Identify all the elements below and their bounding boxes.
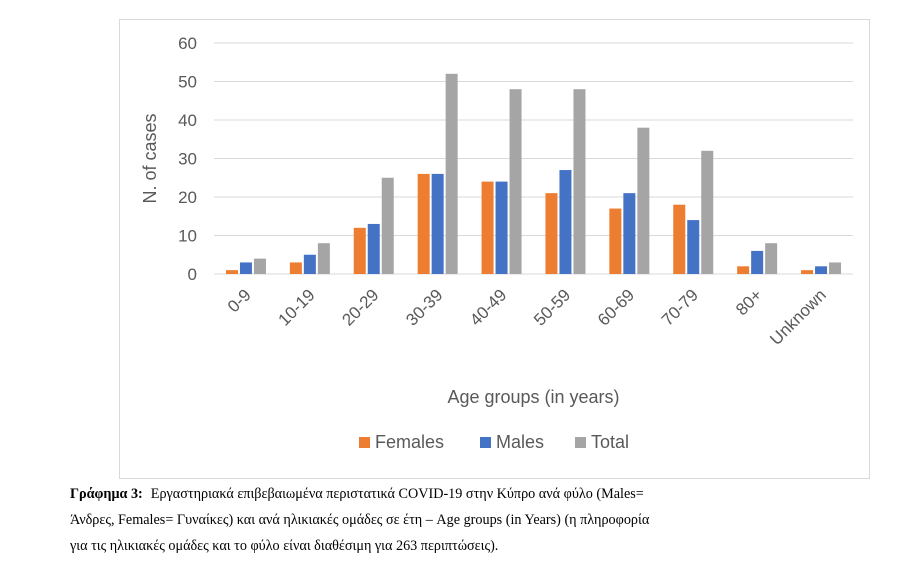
bar-females-10-19: [289, 262, 302, 274]
x-axis-title: Age groups (in years): [447, 387, 619, 407]
bar-males-60-69: [623, 193, 636, 274]
x-tick-label-80+: 80+: [732, 285, 766, 319]
x-tick-label-70-79: 70-79: [658, 285, 702, 329]
x-tick-label-10-19: 10-19: [274, 285, 318, 329]
y-tick-label-50: 50: [178, 73, 197, 92]
bar-females-0-9: [225, 270, 238, 274]
y-tick-label-20: 20: [178, 188, 197, 207]
bar-females-40-49: [481, 181, 494, 274]
bar-total-20-29: [381, 177, 394, 274]
y-tick-label-60: 60: [178, 34, 197, 53]
bar-males-50-59: [559, 170, 572, 274]
bar-males-70-79: [687, 220, 700, 274]
bar-males-0-9: [239, 262, 252, 274]
legend-swatch-males: [480, 437, 491, 448]
legend-label-females: Females: [375, 432, 444, 452]
bar-females-unknown: [801, 270, 814, 274]
bar-males-80+: [751, 250, 764, 274]
legend-swatch-females: [359, 437, 370, 448]
x-tick-label-30-39: 30-39: [402, 285, 446, 329]
bar-total-40-49: [509, 89, 522, 274]
legend-label-males: Males: [496, 432, 544, 452]
bar-males-unknown: [815, 266, 828, 274]
bar-total-70-79: [701, 150, 714, 274]
bar-total-30-39: [445, 73, 458, 274]
bar-total-80+: [765, 243, 778, 274]
y-tick-label-30: 30: [178, 150, 197, 169]
caption-line-1: Γράφημα 3: Εργαστηριακά επιβεβαιωμένα περ…: [70, 481, 850, 507]
bar-total-0-9: [253, 258, 266, 274]
y-tick-label-40: 40: [178, 111, 197, 130]
bar-males-30-39: [431, 173, 444, 274]
x-tick-label-unknown: Unknown: [766, 285, 830, 349]
caption-text-1: Εργαστηριακά επιβεβαιωμένα περιστατικά C…: [150, 486, 644, 502]
legend-label-total: Total: [591, 432, 629, 452]
bar-females-50-59: [545, 193, 558, 274]
bar-males-40-49: [495, 181, 508, 274]
bar-females-70-79: [673, 204, 686, 274]
bar-total-unknown: [829, 262, 842, 274]
bar-females-60-69: [609, 208, 622, 274]
y-axis-title: N. of cases: [140, 113, 160, 203]
bar-total-10-19: [317, 243, 330, 274]
x-tick-label-20-29: 20-29: [338, 285, 382, 329]
y-tick-label-0: 0: [188, 265, 197, 284]
bar-males-20-29: [367, 223, 380, 274]
caption-label: Γράφημα 3:: [70, 486, 143, 502]
caption-line-2: Άνδρες, Females= Γυναίκες) και ανά ηλικι…: [70, 512, 650, 528]
x-tick-label-50-59: 50-59: [530, 285, 574, 329]
legend-swatch-total: [575, 437, 586, 448]
bar-females-30-39: [417, 173, 430, 274]
bar-males-10-19: [303, 254, 316, 274]
x-tick-label-60-69: 60-69: [594, 285, 638, 329]
x-tick-label-40-49: 40-49: [466, 285, 510, 329]
bar-females-20-29: [353, 227, 366, 274]
chart-area: 0 10 20 30 40 50 60 0-9 10-19 20-29 30-39 40-49 50-5…: [119, 19, 870, 479]
bar-females-80+: [737, 266, 750, 274]
bar-total-60-69: [637, 127, 650, 274]
bar-total-50-59: [573, 89, 586, 274]
bar-chart: 0 10 20 30 40 50 60 0-9 10-19 20-29 30-39 40-49 50-5…: [140, 34, 853, 452]
x-tick-label-0-9: 0-9: [224, 285, 255, 316]
y-tick-label-10: 10: [178, 227, 197, 246]
caption-line-3: για τις ηλικιακές ομάδες και το φύλο είν…: [70, 538, 499, 554]
figure-caption: Γράφημα 3: Εργαστηριακά επιβεβαιωμένα περ…: [70, 481, 850, 559]
